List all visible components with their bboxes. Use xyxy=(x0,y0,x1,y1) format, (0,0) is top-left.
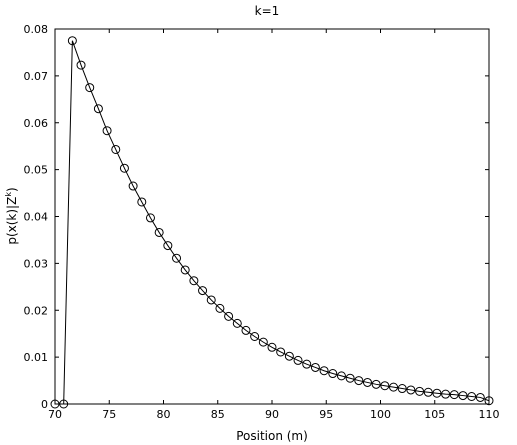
x-tick-label: 90 xyxy=(265,408,279,421)
data-point-marker xyxy=(371,379,381,389)
data-point-marker xyxy=(406,385,416,395)
data-point-marker xyxy=(328,369,338,379)
y-tick-label: 0.03 xyxy=(24,257,49,270)
data-point-marker xyxy=(206,295,216,305)
data-point-marker xyxy=(215,303,225,313)
data-point-marker xyxy=(102,126,112,136)
y-tick-label: 0.05 xyxy=(24,164,49,177)
data-point-marker xyxy=(172,253,182,263)
x-tick-label: 100 xyxy=(370,408,391,421)
data-point-marker xyxy=(198,286,208,296)
data-point-marker xyxy=(67,36,77,46)
y-axis-label-superscript: k xyxy=(4,192,13,197)
data-point-marker xyxy=(93,104,103,114)
data-point-marker xyxy=(241,325,251,335)
x-tick-label: 85 xyxy=(211,408,225,421)
data-point-marker xyxy=(432,388,442,398)
data-point-marker xyxy=(189,276,199,286)
data-point-marker xyxy=(310,362,320,372)
data-point-marker xyxy=(319,366,329,376)
data-point-marker xyxy=(250,332,260,341)
y-axis-label-main: p(x(k)|Z xyxy=(5,197,19,245)
data-point-marker xyxy=(258,337,268,347)
y-tick-label: 0.02 xyxy=(24,304,49,317)
data-point-marker xyxy=(276,347,286,357)
y-axis-label-close: ) xyxy=(5,187,19,192)
data-point-marker xyxy=(128,181,138,191)
series-line xyxy=(55,40,490,405)
x-tick-label: 105 xyxy=(424,408,445,421)
data-point-marker xyxy=(397,384,407,394)
data-point-marker xyxy=(345,373,355,383)
x-tick-label: 75 xyxy=(102,408,116,421)
x-axis-label: Position (m) xyxy=(236,429,308,443)
data-point-marker xyxy=(111,144,121,154)
data-point-marker xyxy=(163,241,173,251)
data-point-marker xyxy=(441,389,451,399)
data-point-marker xyxy=(449,390,459,400)
y-tick-label: 0 xyxy=(41,398,48,411)
data-point-marker xyxy=(76,60,86,70)
data-point-marker xyxy=(354,376,364,386)
x-tick-label: 95 xyxy=(319,408,333,421)
data-point-marker xyxy=(224,311,234,321)
y-tick-label: 0.04 xyxy=(24,211,49,224)
data-point-marker xyxy=(302,359,312,369)
x-tick-label: 110 xyxy=(479,408,500,421)
y-axis-ticks: 0 0.01 0.02 0.03 0.04 0.05 0.06 0.07 0.08 xyxy=(24,23,489,411)
x-tick-label: 70 xyxy=(48,408,62,421)
data-point-marker xyxy=(232,318,242,328)
data-point-marker xyxy=(85,83,95,93)
data-point-marker xyxy=(484,396,494,406)
chart-title: k=1 xyxy=(255,4,280,18)
data-point-marker xyxy=(267,342,277,352)
data-point-marker xyxy=(362,377,372,387)
y-tick-label: 0.06 xyxy=(24,117,49,130)
data-point-marker xyxy=(180,265,190,275)
data-point-marker xyxy=(145,213,155,223)
data-point-marker xyxy=(475,392,485,402)
y-tick-label: 0.08 xyxy=(24,23,49,36)
data-point-marker xyxy=(467,392,477,401)
data-point-marker xyxy=(423,387,433,397)
x-axis-ticks: 70 75 80 85 90 95 100 105 110 xyxy=(48,29,500,421)
data-point-marker xyxy=(380,381,390,391)
data-point-marker xyxy=(293,355,303,365)
data-point-marker xyxy=(389,382,399,392)
data-point-marker xyxy=(154,227,164,237)
data-point-marker xyxy=(284,351,294,361)
plot-area: 70 75 80 85 90 95 100 105 110 00.010.020.030.040… xyxy=(24,23,500,421)
y-axis-label: p(x(k)|Zk) xyxy=(4,187,19,244)
y-tick-label: 0.01 xyxy=(24,351,49,364)
data-point-marker xyxy=(137,197,147,207)
data-point-marker xyxy=(59,399,69,409)
data-point-marker xyxy=(119,163,129,173)
y-tick-label: 0.07 xyxy=(24,70,49,83)
data-point-marker xyxy=(336,371,346,381)
data-point-marker xyxy=(458,391,468,401)
series-markers xyxy=(50,36,494,409)
data-point-marker xyxy=(50,399,60,409)
x-tick-label: 80 xyxy=(157,408,171,421)
data-point-marker xyxy=(415,386,425,396)
